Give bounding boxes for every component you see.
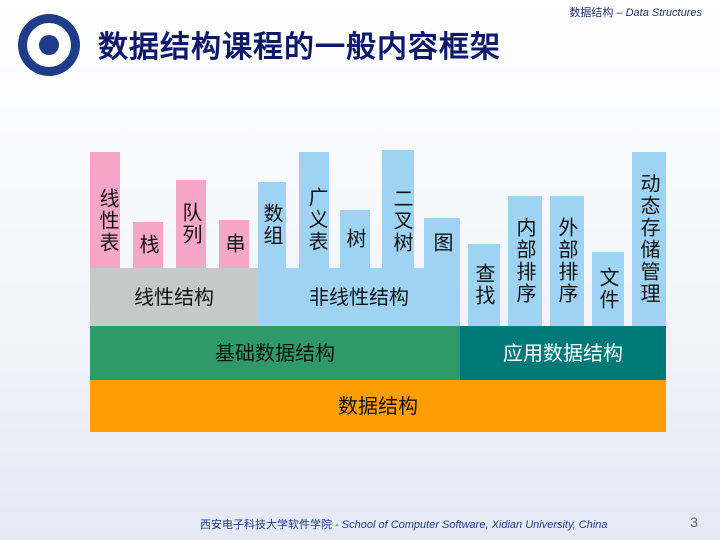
header-course-label: 数据结构 – Data Structures	[569, 4, 702, 20]
block-string: 串	[219, 220, 249, 268]
block-graph: 图	[424, 218, 460, 268]
block-internal-sort: 内部排序	[508, 196, 542, 326]
university-logo	[18, 14, 80, 76]
header-cn: 数据结构	[569, 7, 614, 19]
block-array: 数组	[258, 182, 286, 268]
block-binary-tree: 二叉树	[382, 150, 414, 268]
logo-emblem	[39, 35, 59, 55]
band-nonlinear-structure: 非线性结构	[258, 268, 460, 326]
footer-en: - School of Computer Software, Xidian Un…	[332, 519, 608, 531]
page-title: 数据结构课程的一般内容框架	[98, 30, 501, 65]
block-linear-table: 线性表	[90, 152, 120, 268]
logo-ring	[25, 21, 73, 69]
band-linear-structure: 线性结构	[90, 268, 258, 326]
block-external-sort: 外部排序	[550, 196, 584, 326]
block-tree: 树	[340, 210, 370, 268]
block-dynamic-storage: 动态存储管理	[632, 152, 666, 326]
block-generalized-list: 广义表	[299, 152, 329, 268]
block-search: 查找	[468, 244, 500, 326]
block-queue: 队列	[176, 180, 206, 268]
band-applied-data-structures: 应用数据结构	[460, 326, 666, 380]
block-file: 文件	[592, 252, 624, 326]
page-number: 3	[690, 514, 698, 530]
footer-cn: 西安电子科技大学软件学院	[200, 519, 332, 531]
header-en: – Data Structures	[613, 7, 702, 19]
band-basic-data-structures: 基础数据结构	[90, 326, 460, 380]
footer-school: 西安电子科技大学软件学院 - School of Computer Softwa…	[200, 516, 608, 532]
band-data-structures: 数据结构	[90, 380, 666, 432]
block-stack: 栈	[133, 222, 163, 268]
